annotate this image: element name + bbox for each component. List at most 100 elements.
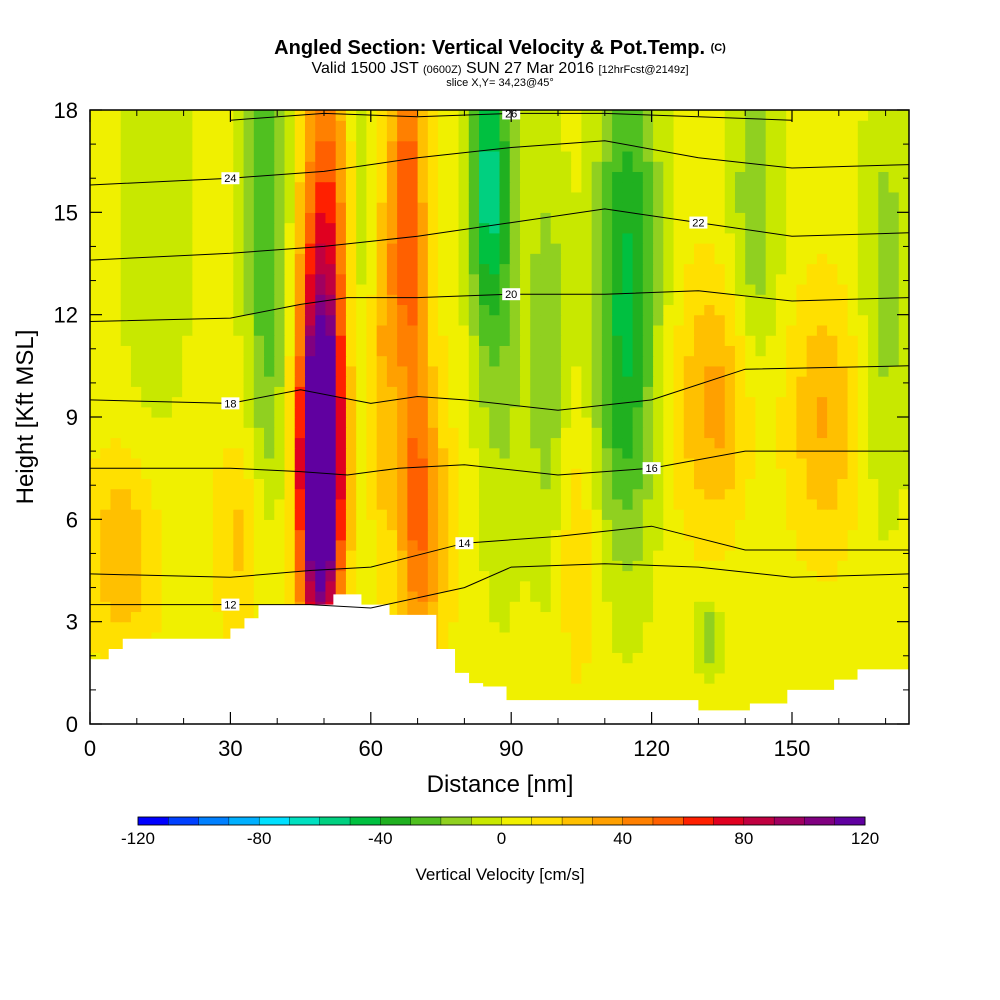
velocity-cell xyxy=(479,662,490,674)
velocity-cell xyxy=(468,529,480,541)
velocity-cell xyxy=(243,253,255,265)
velocity-cell xyxy=(857,427,869,439)
velocity-cell xyxy=(755,110,767,121)
velocity-cell xyxy=(161,437,173,449)
velocity-cell xyxy=(397,345,408,357)
velocity-cell xyxy=(304,529,316,541)
velocity-cell xyxy=(571,140,582,152)
velocity-cell xyxy=(734,427,746,439)
velocity-cell xyxy=(182,243,193,254)
velocity-cell xyxy=(427,171,439,183)
velocity-cell xyxy=(489,335,501,346)
velocity-cell xyxy=(397,222,408,234)
velocity-cell xyxy=(540,683,552,694)
velocity-cell xyxy=(202,550,214,561)
velocity-cell xyxy=(489,550,501,561)
velocity-cell xyxy=(724,621,736,633)
velocity-cell xyxy=(397,161,408,172)
velocity-cell xyxy=(540,171,552,183)
velocity-cell xyxy=(223,283,234,295)
velocity-cell xyxy=(519,662,531,674)
velocity-cell xyxy=(683,560,695,572)
velocity-cell xyxy=(417,457,429,469)
velocity-cell xyxy=(775,345,787,357)
velocity-cell xyxy=(182,345,193,357)
velocity-cell xyxy=(560,601,572,613)
velocity-cell xyxy=(100,580,112,592)
x-tick-label: 30 xyxy=(218,736,242,761)
velocity-cell xyxy=(468,202,480,213)
velocity-cell xyxy=(591,529,603,541)
velocity-cell xyxy=(192,457,204,469)
velocity-cell xyxy=(376,314,388,326)
velocity-cell xyxy=(653,171,664,183)
velocity-cell xyxy=(100,365,112,377)
velocity-cell xyxy=(458,376,470,387)
velocity-cell xyxy=(550,601,562,613)
velocity-cell xyxy=(448,161,460,172)
velocity-cell xyxy=(386,222,398,234)
velocity-cell xyxy=(734,212,746,224)
velocity-cell xyxy=(192,161,204,172)
velocity-cell xyxy=(868,263,879,275)
velocity-cell xyxy=(325,529,337,541)
velocity-cell xyxy=(806,539,818,551)
velocity-cell xyxy=(765,417,777,428)
velocity-cell xyxy=(601,191,613,203)
velocity-cell xyxy=(612,120,623,132)
velocity-cell xyxy=(612,355,623,367)
velocity-cell xyxy=(540,243,552,254)
velocity-cell xyxy=(663,324,675,336)
velocity-cell xyxy=(806,283,818,295)
velocity-cell xyxy=(438,202,449,213)
velocity-cell xyxy=(591,621,603,633)
velocity-cell xyxy=(898,243,909,254)
velocity-cell xyxy=(530,611,542,623)
velocity-cell xyxy=(438,212,449,224)
velocity-cell xyxy=(642,519,654,531)
velocity-cell xyxy=(192,539,204,551)
velocity-cell xyxy=(356,550,368,561)
velocity-cell xyxy=(632,150,644,162)
velocity-cell xyxy=(847,437,859,449)
velocity-cell xyxy=(397,253,408,265)
velocity-cell xyxy=(509,120,521,132)
velocity-cell xyxy=(192,396,204,408)
velocity-cell xyxy=(683,468,695,479)
velocity-cell xyxy=(479,365,490,377)
velocity-cell xyxy=(417,345,429,357)
velocity-cell xyxy=(724,672,736,684)
velocity-cell xyxy=(540,437,552,449)
velocity-cell xyxy=(714,406,726,418)
velocity-cell xyxy=(202,437,214,449)
velocity-cell xyxy=(724,324,736,336)
velocity-cell xyxy=(765,396,777,408)
velocity-cell xyxy=(90,621,101,633)
velocity-cell xyxy=(294,335,306,346)
velocity-cell xyxy=(335,273,347,285)
velocity-cell xyxy=(315,560,327,572)
velocity-cell xyxy=(417,324,429,336)
velocity-cell xyxy=(786,457,797,469)
velocity-cell xyxy=(284,171,296,183)
velocity-cell xyxy=(847,550,859,561)
velocity-cell xyxy=(816,539,828,551)
velocity-cell xyxy=(161,161,173,172)
velocity-cell xyxy=(479,631,490,643)
velocity-cell xyxy=(704,437,716,449)
velocity-cell xyxy=(325,539,337,551)
colorbar-swatch xyxy=(380,816,412,826)
velocity-cell xyxy=(571,110,582,121)
velocity-cell xyxy=(458,150,470,162)
velocity-cell xyxy=(468,191,480,203)
velocity-cell xyxy=(253,427,265,439)
velocity-cell xyxy=(827,345,838,357)
velocity-cell xyxy=(438,150,449,162)
velocity-cell xyxy=(673,345,685,357)
velocity-cell xyxy=(427,365,439,377)
velocity-cell xyxy=(878,550,890,561)
velocity-cell xyxy=(315,335,327,346)
velocity-cell xyxy=(550,406,562,418)
velocity-cell xyxy=(571,437,582,449)
velocity-cell xyxy=(765,120,777,132)
